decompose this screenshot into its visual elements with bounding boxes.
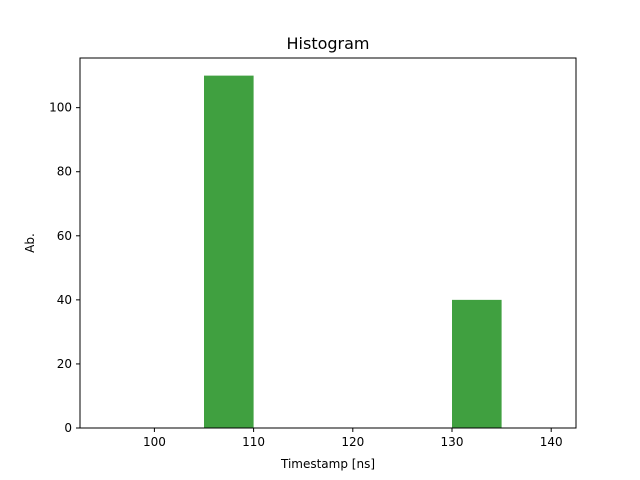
x-tick-label: 130	[441, 435, 464, 449]
x-tick-label: 120	[341, 435, 364, 449]
x-tick-label: 100	[143, 435, 166, 449]
bars-group	[204, 75, 502, 428]
y-tick-label: 80	[57, 165, 72, 179]
y-tick-label: 100	[49, 101, 72, 115]
x-axis-ticks: 100 110 120 130 140	[143, 428, 563, 449]
chart-title: Histogram	[287, 34, 370, 53]
histogram-bar-1	[452, 299, 502, 428]
y-tick-label: 20	[57, 357, 72, 371]
y-tick-label: 60	[57, 229, 72, 243]
y-tick-label: 40	[57, 293, 72, 307]
plot-frame	[79, 57, 577, 429]
x-tick-label: 140	[540, 435, 563, 449]
y-axis-ticks: 0 20 40 60 80 100	[49, 101, 80, 435]
y-axis-label: Ab.	[23, 233, 37, 253]
x-axis-label: Timestamp [ns]	[280, 457, 375, 471]
x-tick-label: 110	[242, 435, 265, 449]
y-tick-label: 0	[64, 421, 72, 435]
histogram-bar-0	[204, 75, 254, 428]
